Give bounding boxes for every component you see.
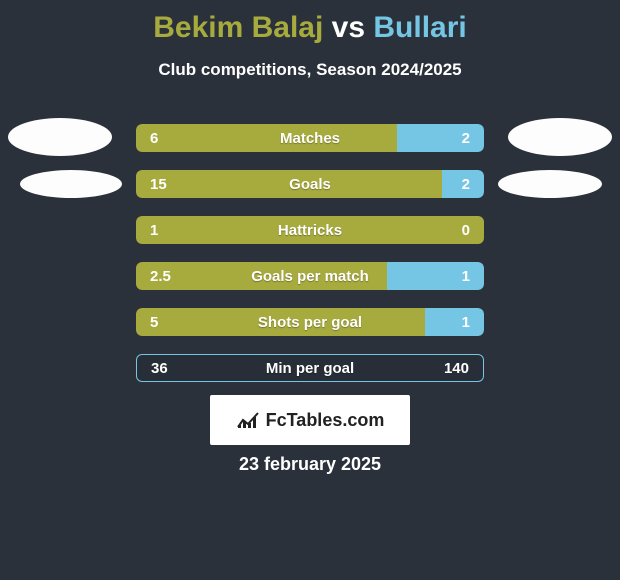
stat-row: 10Hattricks (136, 216, 484, 244)
stat-row: 51Shots per goal (136, 308, 484, 336)
stat-label: Min per goal (137, 355, 483, 381)
player2-name: Bullari (373, 11, 466, 44)
comparison-chart: 62Matches 152Goals 10Hattricks 2.51Goals pe… (136, 124, 484, 400)
stat-label: Shots per goal (136, 308, 484, 336)
subtitle: Club competitions, Season 2024/2025 (0, 60, 620, 80)
avatar-player1-club (20, 170, 122, 198)
vs-text: vs (332, 11, 365, 44)
avatar-player2 (508, 118, 612, 156)
stat-row: 36140Min per goal (136, 354, 484, 382)
fctables-badge: FcTables.com (210, 395, 410, 445)
stat-label: Hattricks (136, 216, 484, 244)
page-title: Bekim Balaj vs Bullari (0, 0, 620, 46)
avatar-player1 (8, 118, 112, 156)
stat-label: Goals (136, 170, 484, 198)
stat-row: 62Matches (136, 124, 484, 152)
player1-name: Bekim Balaj (153, 11, 323, 44)
chart-icon (236, 411, 260, 429)
avatar-player2-club (498, 170, 602, 198)
stat-label: Matches (136, 124, 484, 152)
stat-label: Goals per match (136, 262, 484, 290)
stat-row: 152Goals (136, 170, 484, 198)
stat-row: 2.51Goals per match (136, 262, 484, 290)
date-text: 23 february 2025 (0, 454, 620, 475)
badge-text: FcTables.com (266, 410, 385, 431)
